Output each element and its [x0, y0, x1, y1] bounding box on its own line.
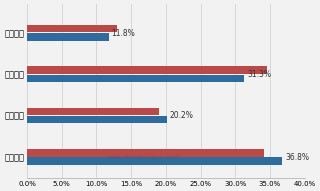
Bar	[27, 157, 283, 165]
Bar	[27, 108, 159, 115]
Bar	[27, 66, 267, 74]
Text: 36.8%: 36.8%	[285, 153, 309, 162]
Bar	[27, 149, 264, 157]
Bar	[27, 116, 167, 123]
Text: www.chinabaogao.com: www.chinabaogao.com	[107, 155, 180, 160]
Text: 31.3%: 31.3%	[247, 70, 271, 79]
Text: 20.2%: 20.2%	[170, 112, 194, 121]
Bar	[27, 33, 109, 41]
Text: 11.8%: 11.8%	[112, 29, 135, 38]
Bar	[27, 25, 117, 32]
Bar	[27, 74, 244, 82]
